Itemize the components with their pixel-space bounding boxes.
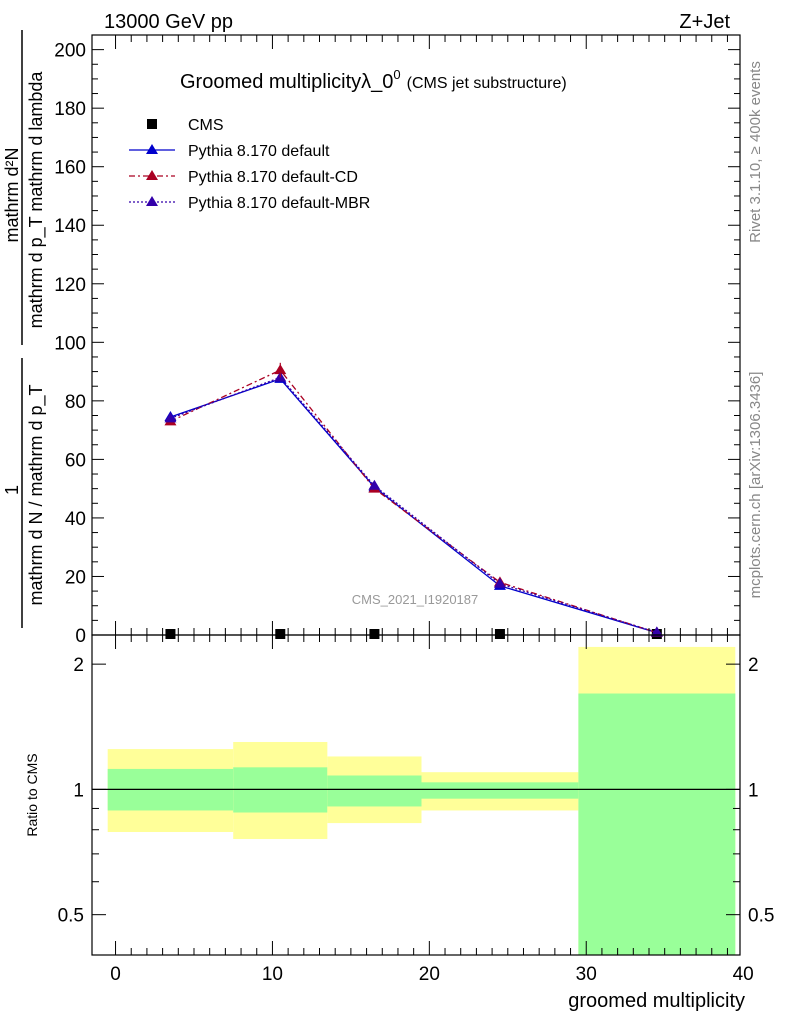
legend: CMS Pythia 8.170 default Pythia 8.170 de… bbox=[129, 117, 370, 212]
ratio-band-inner-2 bbox=[327, 775, 422, 807]
ratio-band-inner-4 bbox=[578, 693, 736, 955]
ylabel-den-right: mathrm d p_T mathrm d lambda bbox=[26, 71, 47, 329]
main-ytick-label-20: 20 bbox=[65, 567, 86, 588]
ylabel-num-top: 1 bbox=[2, 485, 22, 495]
ratio-ylabel: Ratio to CMS bbox=[24, 753, 40, 836]
legend-mbr-marker bbox=[146, 196, 158, 206]
legend-mbr-label: Pythia 8.170 default-MBR bbox=[188, 195, 370, 212]
xtick-label-10: 10 bbox=[262, 964, 283, 985]
rivet-label: Rivet 3.1.10, ≥ 400k events bbox=[747, 61, 764, 243]
cms-point-1 bbox=[275, 629, 286, 639]
main-ytick-label-100: 100 bbox=[54, 333, 86, 354]
xtick-label-40: 40 bbox=[733, 964, 754, 985]
main-ylabel: 1 mathrm d N / mathrm d p_T mathrm d²N m… bbox=[2, 30, 47, 628]
cms-point-3 bbox=[494, 629, 505, 639]
main-ytick-label-140: 140 bbox=[54, 216, 86, 237]
main-ytick-label-60: 60 bbox=[65, 450, 86, 471]
legend-default-label: Pythia 8.170 default bbox=[188, 143, 330, 160]
series-3-point-2 bbox=[368, 479, 381, 490]
ylabel-num-right: mathrm d²N bbox=[2, 147, 22, 242]
ratio-ytick-label-left-1: 1 bbox=[73, 780, 84, 801]
main-ytick-label-160: 160 bbox=[54, 158, 86, 179]
ratio-ytick-label-right-0.5: 0.5 bbox=[748, 906, 774, 927]
ratio-ytick-label-right-2: 2 bbox=[748, 655, 759, 676]
cms-point-2 bbox=[369, 629, 380, 639]
chart-title-sup: 0 bbox=[393, 67, 400, 82]
legend-cd-marker bbox=[146, 170, 158, 180]
series-3-point-4 bbox=[650, 626, 663, 637]
legend-cms-marker bbox=[147, 119, 157, 129]
xtick-label-0: 0 bbox=[110, 964, 121, 985]
ratio-ytick-label-left-0.5: 0.5 bbox=[58, 906, 84, 927]
legend-cms-label: CMS bbox=[188, 117, 224, 134]
ratio-ytick-label-left-2: 2 bbox=[73, 655, 84, 676]
main-ytick-label-0: 0 bbox=[75, 626, 86, 647]
chart-title-main: Groomed multiplicityλ_0 bbox=[180, 71, 393, 93]
main-ytick-label-180: 180 bbox=[54, 99, 86, 120]
header-left: 13000 GeV pp bbox=[104, 11, 233, 33]
series-3-point-3 bbox=[493, 577, 506, 588]
ratio-frame bbox=[91, 634, 741, 956]
chart-title: Groomed multiplicityλ_00 (CMS jet substru… bbox=[180, 67, 567, 93]
main-series bbox=[164, 362, 663, 639]
ratio-bands bbox=[92, 646, 740, 955]
series-3-point-0 bbox=[164, 412, 177, 423]
main-ytick-label-40: 40 bbox=[65, 509, 86, 530]
ylabel-den: mathrm d N / mathrm d p_T bbox=[26, 384, 47, 605]
ratio-band-inner-3 bbox=[421, 782, 579, 799]
analysis-watermark: CMS_2021_I1920187 bbox=[352, 592, 479, 607]
main-ytick-label-200: 200 bbox=[54, 41, 86, 62]
main-ytick-label-80: 80 bbox=[65, 392, 86, 413]
xtick-label-20: 20 bbox=[419, 964, 440, 985]
xtick-label-30: 30 bbox=[576, 964, 597, 985]
ratio-ytick-label-right-1: 1 bbox=[748, 780, 759, 801]
series-line-2 bbox=[170, 369, 658, 634]
mcplots-label: mcplots.cern.ch [arXiv:1306.3436] bbox=[747, 372, 764, 599]
x-axis-label: groomed multiplicity bbox=[568, 990, 745, 1012]
legend-cd-label: Pythia 8.170 default-CD bbox=[188, 169, 358, 186]
legend-default-marker bbox=[146, 144, 158, 154]
main-ytick-label-120: 120 bbox=[54, 275, 86, 296]
header-right: Z+Jet bbox=[679, 11, 730, 33]
chart-subtitle: (CMS jet substructure) bbox=[407, 75, 567, 92]
cms-point-0 bbox=[165, 629, 176, 639]
